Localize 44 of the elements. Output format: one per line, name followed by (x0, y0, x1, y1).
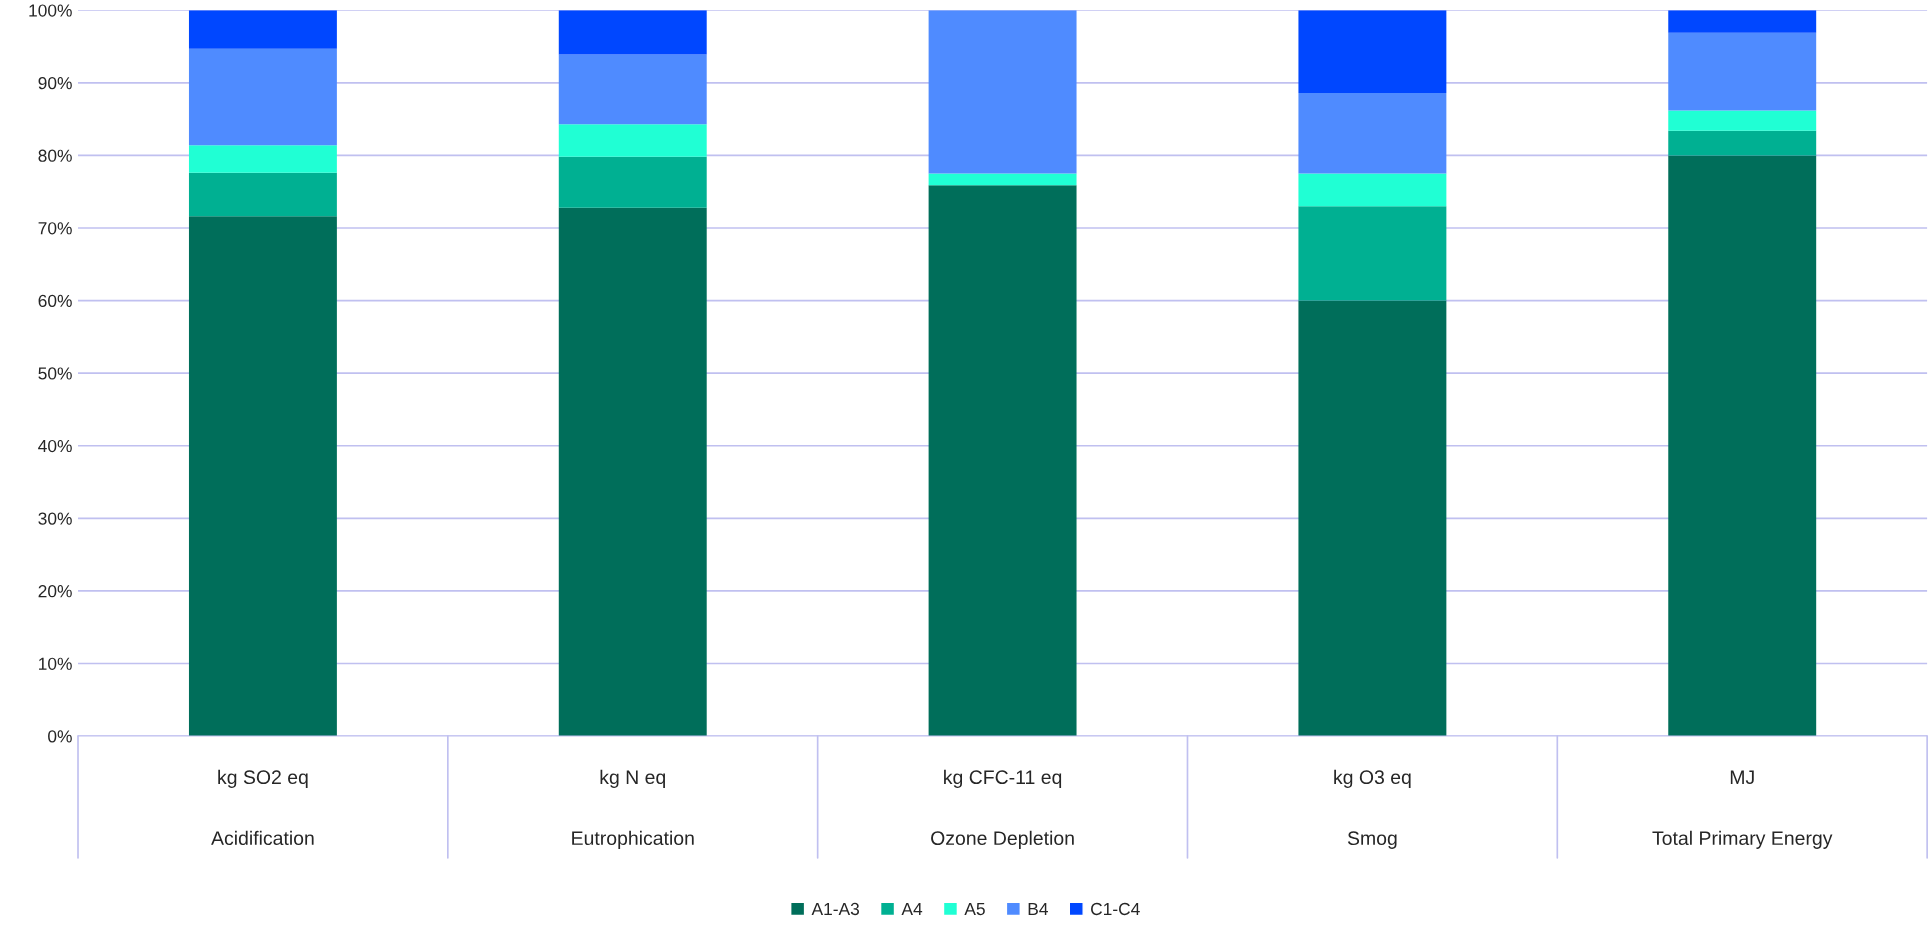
y-tick-label: 40% (38, 439, 72, 453)
y-tick-label: 0% (48, 730, 72, 743)
bar (928, 185, 1077, 737)
legend-label: C1-C4 (1091, 902, 1140, 916)
y-tick-label: 20% (38, 585, 72, 598)
legend-label: A4 (901, 903, 923, 915)
y-tick-label: 90% (38, 76, 72, 90)
bar (1298, 10, 1447, 93)
bar (558, 207, 707, 737)
y-tick-label: 70% (38, 222, 72, 235)
bar (1298, 92, 1447, 174)
bar (1298, 300, 1447, 737)
bar (1668, 155, 1817, 737)
y-tick-label: 30% (38, 512, 72, 525)
bar (188, 216, 337, 737)
category-label: kg O3 eq Smog (1334, 769, 1411, 849)
bar (558, 54, 707, 125)
category-label: kg N eq Eutrophication (572, 769, 694, 849)
bar (188, 10, 337, 49)
category-label: kg CFC-11 eq Ozone Depletion (931, 769, 1074, 849)
bar (1668, 130, 1817, 156)
bar (1298, 206, 1447, 301)
y-tick-label: 50% (38, 367, 72, 380)
bar (1298, 173, 1447, 207)
bar (558, 10, 707, 55)
bar (188, 145, 337, 173)
bar (188, 48, 337, 146)
y-tick-label: 60% (38, 294, 72, 308)
y-tick-label: 100% (29, 4, 72, 17)
bar (1668, 10, 1817, 33)
bar (1668, 32, 1817, 111)
category-label: MJ Total Primary Energy (1652, 770, 1833, 849)
bar (928, 10, 1077, 174)
bar (558, 124, 707, 157)
legend-label: A5 (964, 903, 985, 916)
bar (188, 172, 337, 217)
bar (1668, 110, 1817, 131)
y-tick-label: 10% (39, 657, 72, 670)
legend-label: A1-A3 (811, 902, 860, 916)
bar (558, 156, 707, 208)
bar (928, 173, 1077, 186)
legend-label: B4 (1028, 903, 1048, 915)
category-label: kg SO2 eq Acidification (211, 769, 314, 846)
y-tick-label: 80% (38, 149, 72, 162)
